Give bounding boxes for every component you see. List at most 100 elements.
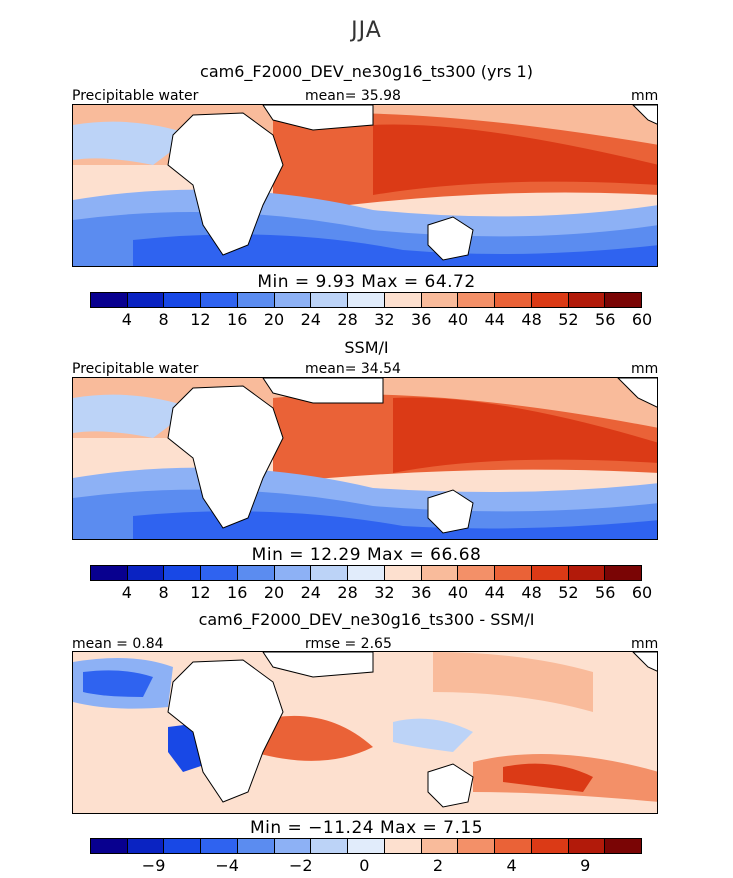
colorbar-tick-label: 48 (521, 583, 542, 602)
panel-3-mean-label: mean = 0.84 (72, 636, 164, 652)
colorbar-tick-label: 52 (558, 583, 579, 602)
colorbar-tick-label: 32 (374, 583, 395, 602)
colorbar-tick-label: 0 (359, 856, 370, 875)
panel-3-rmse-label: rmse = 2.65 (305, 636, 392, 652)
panel-1-map (72, 104, 658, 267)
panel-1-minmax: Min = 9.93 Max = 64.72 (257, 272, 476, 292)
colorbar-segment (237, 566, 275, 580)
colorbar-tick-label: 24 (300, 583, 321, 602)
colorbar-segment (531, 839, 569, 853)
colorbar-segment (311, 839, 349, 853)
colorbar-segment (274, 293, 312, 307)
colorbar-segment (384, 566, 422, 580)
colorbar-tick-label: −4 (215, 856, 239, 875)
panel-1-units-label: mm (631, 88, 659, 104)
colorbar-tick-label: 20 (263, 583, 285, 602)
colorbar-tick-label: 12 (190, 583, 211, 602)
colorbar-segment (495, 839, 532, 853)
colorbar-tick-label: 48 (521, 310, 542, 329)
colorbar-segment (237, 293, 275, 307)
colorbar-segment (495, 566, 532, 580)
colorbar-segment (127, 293, 165, 307)
colorbar-segment (384, 839, 422, 853)
colorbar-segment (274, 839, 312, 853)
colorbar-segment (421, 566, 459, 580)
panel-2-units-label: mm (631, 361, 659, 377)
colorbar-tick-label: 28 (337, 310, 358, 329)
panel-3-colorbar (90, 838, 642, 854)
colorbar-segment (164, 566, 202, 580)
colorbar-tick-label: 9 (580, 856, 591, 875)
panel-2-map-graphic (73, 378, 657, 539)
colorbar-segment (201, 839, 238, 853)
colorbar-segment (531, 293, 569, 307)
colorbar-segment (274, 566, 312, 580)
colorbar-tick-label: 60 (631, 583, 653, 602)
colorbar-tick-label: −9 (141, 856, 166, 875)
panel-1-ticks: 4 8 12 16 20 24 28 32 36 40 44 48 52 56 … (0, 310, 733, 330)
colorbar-segment (201, 566, 238, 580)
colorbar-segment (127, 839, 165, 853)
colorbar-segment (458, 566, 496, 580)
colorbar-segment (421, 839, 459, 853)
colorbar-segment (458, 839, 496, 853)
colorbar-tick-label: 44 (484, 310, 505, 329)
colorbar-tick-label: 24 (300, 310, 321, 329)
panel-1-colorbar (90, 292, 642, 308)
colorbar-segment (568, 293, 606, 307)
panel-1-title: cam6_F2000_DEV_ne30g16_ts300 (yrs 1) (200, 62, 533, 81)
panel-3-ticks: −9 −4 −2 0 2 4 9 (0, 856, 733, 876)
panel-2-colorbar (90, 565, 642, 581)
colorbar-tick-label: 56 (595, 310, 616, 329)
colorbar-tick-label: 2 (432, 856, 444, 875)
colorbar-tick-label: −2 (289, 856, 313, 875)
colorbar-segment (91, 566, 128, 580)
colorbar-segment (91, 293, 128, 307)
colorbar-tick-label: 16 (227, 583, 248, 602)
colorbar-segment (568, 839, 606, 853)
colorbar-segment (605, 566, 642, 580)
panel-2-title: SSM/I (344, 338, 389, 357)
colorbar-segment (605, 293, 642, 307)
colorbar-segment (421, 293, 459, 307)
colorbar-tick-label: 8 (158, 310, 169, 329)
colorbar-segment (531, 566, 569, 580)
colorbar-tick-label: 60 (631, 310, 653, 329)
colorbar-segment (201, 293, 238, 307)
colorbar-tick-label: 20 (263, 310, 285, 329)
season-title: JJA (351, 18, 382, 43)
colorbar-segment (568, 566, 606, 580)
colorbar-segment (348, 293, 385, 307)
colorbar-segment (237, 839, 275, 853)
colorbar-segment (127, 566, 165, 580)
colorbar-tick-label: 44 (484, 583, 505, 602)
panel-3-title: cam6_F2000_DEV_ne30g16_ts300 - SSM/I (198, 610, 535, 629)
colorbar-segment (384, 293, 422, 307)
colorbar-tick-label: 12 (190, 310, 211, 329)
panel-3-map-graphic (73, 652, 657, 813)
colorbar-segment (458, 293, 496, 307)
colorbar-segment (348, 839, 385, 853)
panel-1-variable-label: Precipitable water (72, 88, 199, 104)
colorbar-segment (164, 839, 202, 853)
panel-1-mean-label: mean= 35.98 (305, 88, 401, 104)
colorbar-tick-label: 56 (595, 583, 616, 602)
panel-2-minmax: Min = 12.29 Max = 66.68 (251, 545, 482, 565)
colorbar-tick-label: 40 (447, 583, 469, 602)
colorbar-tick-label: 40 (447, 310, 469, 329)
panel-3-minmax: Min = −11.24 Max = 7.15 (249, 818, 484, 838)
panel-2-ticks: 4 8 12 16 20 24 28 32 36 40 44 48 52 56 … (0, 583, 733, 603)
colorbar-tick-label: 36 (411, 310, 432, 329)
panel-3-map (72, 651, 658, 814)
colorbar-tick-label: 4 (506, 856, 517, 875)
colorbar-segment (91, 839, 128, 853)
colorbar-tick-label: 32 (374, 310, 395, 329)
colorbar-tick-label: 8 (158, 583, 169, 602)
colorbar-tick-label: 52 (558, 310, 579, 329)
panel-2-map (72, 377, 658, 540)
colorbar-tick-label: 4 (121, 583, 132, 602)
colorbar-tick-label: 16 (227, 310, 248, 329)
colorbar-segment (495, 293, 532, 307)
colorbar-tick-label: 4 (121, 310, 132, 329)
colorbar-tick-label: 36 (411, 583, 432, 602)
